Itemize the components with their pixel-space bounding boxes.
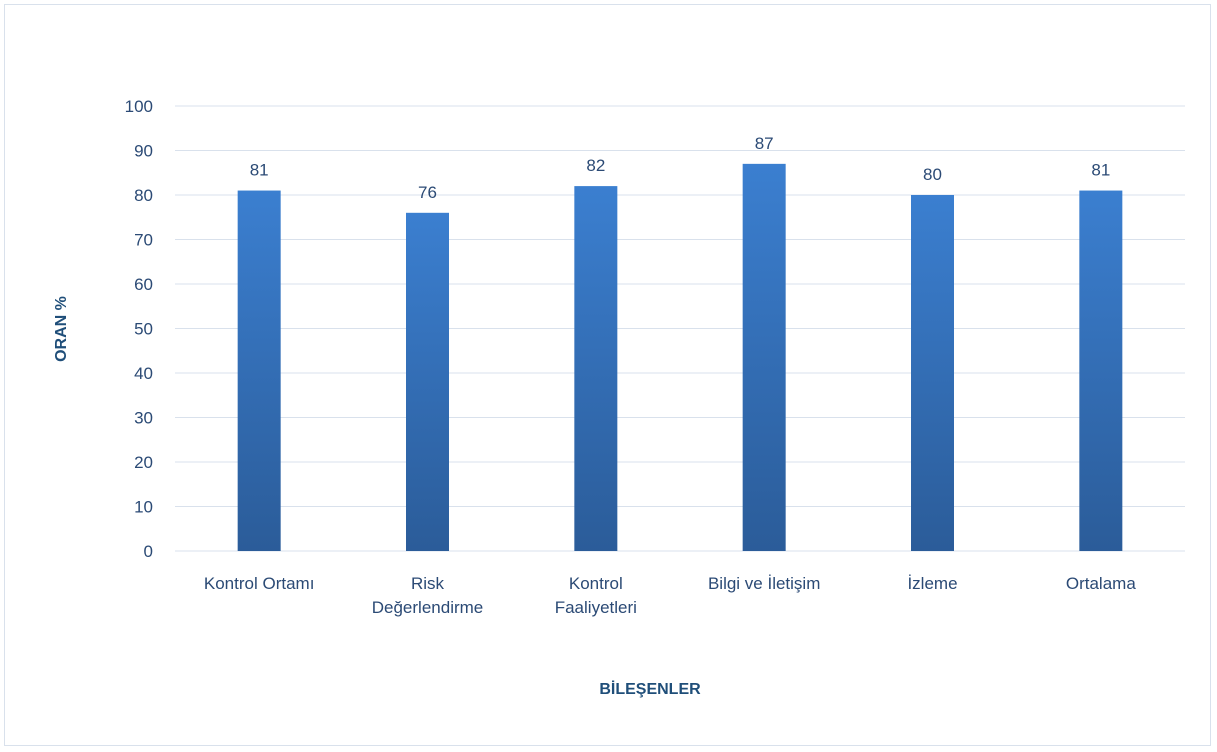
x-tick-label: İzleme: [907, 574, 957, 593]
bar: [406, 213, 449, 551]
y-axis-title: ORAN %: [53, 296, 70, 362]
y-tick-label: 10: [134, 498, 153, 517]
y-tick-label: 20: [134, 453, 153, 472]
y-tick-label: 40: [134, 364, 153, 383]
x-tick-label: Risk Değerlendirme: [372, 574, 484, 617]
bar: [574, 186, 617, 551]
gridlines: [175, 106, 1185, 551]
y-tick-label: 100: [125, 97, 153, 116]
y-axis-ticks: 0 10 20 30 40 50 60 70 80 90 100: [125, 97, 153, 561]
y-tick-label: 90: [134, 142, 153, 161]
x-tick-label: Bilgi ve İletişim: [708, 574, 820, 593]
bar: [743, 164, 786, 551]
data-label: 80: [923, 165, 942, 184]
x-tick-label: Kontrol Ortamı: [204, 574, 315, 593]
x-tick-label: Kontrol Faaliyetleri: [555, 574, 637, 617]
bars: [238, 164, 1123, 551]
data-label: 82: [586, 156, 605, 175]
bar: [238, 191, 281, 551]
x-axis-title: BİLEŞENLER: [599, 680, 701, 698]
data-label: 81: [250, 161, 269, 180]
data-labels: 81 76 82 87 80 81: [250, 134, 1111, 202]
x-tick-label: Ortalama: [1066, 574, 1136, 593]
data-label: 81: [1091, 161, 1110, 180]
data-label: 87: [755, 134, 774, 153]
x-axis-categories: Kontrol Ortamı Risk Değerlendirme Kontrol Fa…: [204, 574, 1136, 617]
y-tick-label: 50: [134, 320, 153, 339]
y-tick-label: 80: [134, 186, 153, 205]
y-tick-label: 70: [134, 231, 153, 250]
y-tick-label: 0: [144, 542, 153, 561]
bar: [1079, 191, 1122, 551]
y-tick-label: 60: [134, 275, 153, 294]
data-label: 76: [418, 183, 437, 202]
bar: [911, 195, 954, 551]
y-tick-label: 30: [134, 409, 153, 428]
